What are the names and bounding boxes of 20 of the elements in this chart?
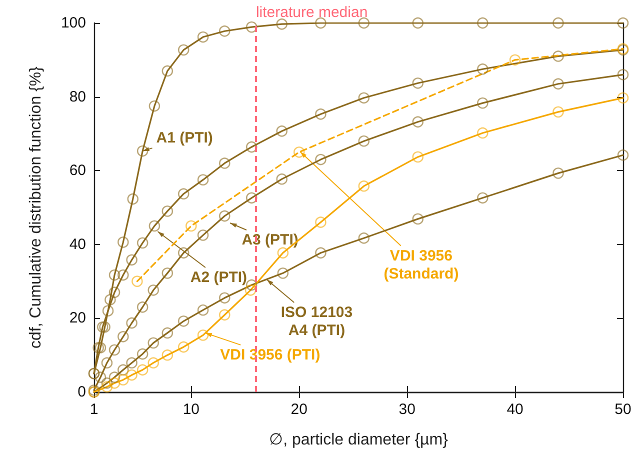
- y-axis-title: cdf, Cumulative distribution function {%}: [28, 66, 44, 348]
- x-tick-label: 20: [290, 401, 308, 418]
- annotation: A3 (PTI): [242, 232, 298, 248]
- y-tick-label: 80: [69, 88, 86, 106]
- annotation: A2 (PTI): [190, 268, 248, 286]
- annotation: ISO 12103 A4 (PTI): [280, 304, 353, 339]
- x-tick-label: 10: [182, 401, 200, 418]
- x-tick-label: 40: [506, 401, 524, 418]
- x-tick-label: 50: [614, 401, 632, 418]
- annotation: VDI 3956 (Standard): [384, 247, 459, 282]
- y-tick-label: 20: [69, 310, 86, 327]
- y-tick-label: 0: [78, 384, 86, 400]
- x-tick-label: 30: [398, 401, 416, 418]
- ref-line-label: literature median: [256, 4, 368, 21]
- y-tick-label: 100: [60, 14, 86, 32]
- annotation: A1 (PTI): [156, 130, 213, 147]
- x-axis-title: ∅, particle diameter {µm}: [269, 432, 449, 448]
- y-tick-label: 40: [69, 236, 86, 253]
- x-tick-label: 1: [90, 401, 98, 418]
- y-tick-label: 60: [69, 162, 86, 180]
